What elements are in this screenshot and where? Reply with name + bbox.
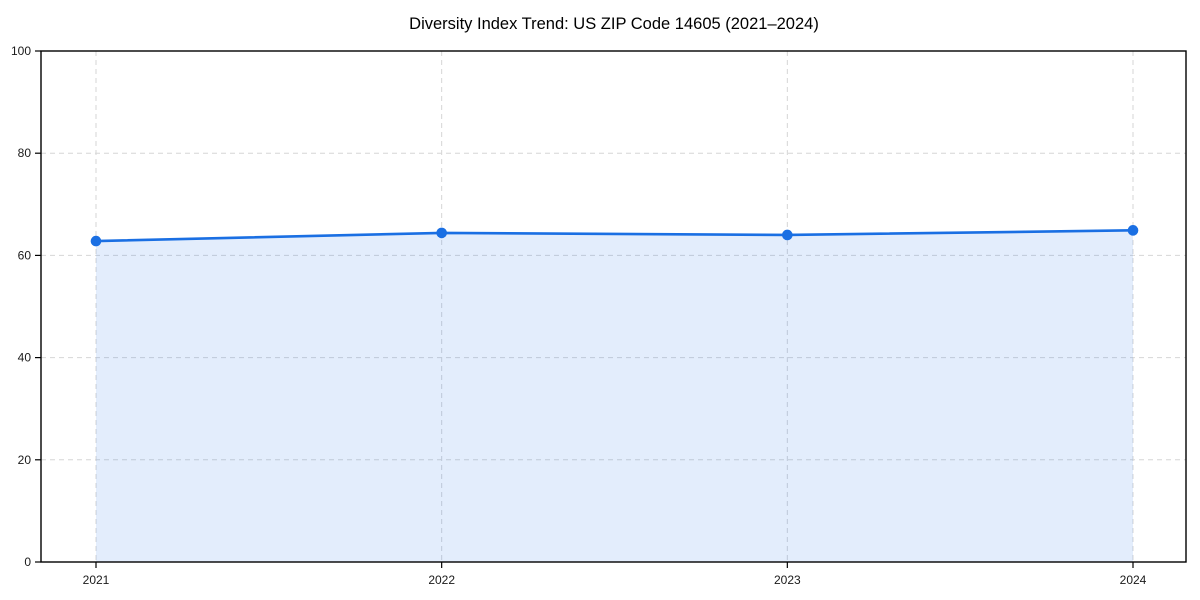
x-tick-label: 2023	[774, 573, 801, 587]
data-points-layer	[90, 225, 1139, 247]
x-tick-label: 2022	[428, 573, 455, 587]
tick-labels-layer: 0 20 40 60 80 100 2021 2022 2023 2024	[11, 44, 1147, 587]
area-fill-layer	[96, 230, 1133, 562]
chart-title: Diversity Index Trend: US ZIP Code 14605…	[409, 15, 819, 33]
y-tick-label: 20	[18, 453, 32, 467]
y-tick-label: 80	[18, 146, 32, 160]
data-point	[782, 229, 793, 241]
plot-frame	[40, 50, 1187, 563]
y-tick-label: 60	[18, 248, 32, 262]
data-point	[1127, 225, 1139, 236]
trend-line	[94, 229, 1135, 243]
x-tick-label: 2021	[83, 573, 110, 587]
y-tick-label: 40	[18, 351, 32, 365]
y-tick-label: 100	[11, 44, 31, 58]
line-series-layer	[94, 229, 1135, 243]
x-tick-label: 2024	[1120, 573, 1147, 587]
axes-layer	[35, 50, 1187, 568]
area-fill	[96, 230, 1133, 562]
data-point	[90, 235, 102, 247]
y-tick-label: 0	[24, 555, 31, 569]
data-point	[436, 227, 447, 239]
